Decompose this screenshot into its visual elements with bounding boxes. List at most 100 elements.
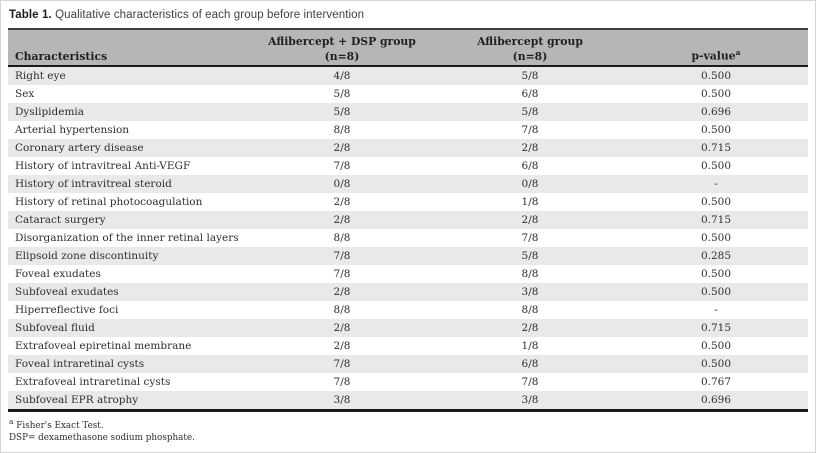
table-row: Right eye 4/8 5/8 0.500 — [8, 66, 808, 85]
group1-value-cell: 8/8 — [333, 232, 351, 244]
group2-value-cell: 7/8 — [521, 232, 539, 244]
group1-value-cell: 5/8 — [333, 106, 351, 118]
characteristic-cell: Extrafoveal intraretinal cysts — [15, 376, 171, 388]
characteristic-cell: Subfoveal fluid — [15, 322, 95, 334]
pvalue-cell: 0.715 — [700, 214, 732, 226]
group2-value-cell: 5/8 — [521, 250, 539, 262]
table-caption-label: Table 1. — [9, 9, 52, 21]
group1-value-cell: 2/8 — [333, 286, 351, 298]
header-sub-row: Characteristics (n=8) (n=8) p-valuea — [8, 48, 808, 67]
characteristics-table: Aflibercept + DSP group Aflibercept grou… — [8, 28, 808, 412]
pvalue-cell: 0.715 — [700, 322, 732, 334]
group2-value-cell: 1/8 — [521, 196, 539, 208]
group2-value-cell: 2/8 — [521, 214, 539, 226]
pvalue-superscript: a — [735, 48, 741, 58]
pvalue-cell: 0.500 — [700, 124, 732, 136]
table-row: History of intravitreal Anti-VEGF 7/8 6/8 0… — [8, 157, 808, 175]
group1-value-cell: 8/8 — [333, 304, 351, 316]
table-row: Coronary artery disease 2/8 2/8 0.715 — [8, 139, 808, 157]
pvalue-cell: 0.696 — [700, 106, 732, 118]
table-row: History of intravitreal steroid 0/8 0/8 - — [8, 175, 808, 193]
characteristic-cell: Hiperreflective foci — [15, 304, 119, 316]
pvalue-cell: 0.767 — [700, 376, 732, 388]
group2-value-cell: 7/8 — [521, 124, 539, 136]
table-row: Foveal intraretinal cysts 7/8 6/8 0.500 — [8, 355, 808, 373]
group2-value-cell: 7/8 — [521, 376, 539, 388]
pvalue-cell: 0.715 — [700, 142, 732, 154]
header-group-row: Aflibercept + DSP group Aflibercept grou… — [8, 28, 808, 48]
header-pvalue: p-valuea — [624, 48, 808, 67]
characteristic-cell: History of intravitreal Anti-VEGF — [15, 160, 191, 172]
pvalue-cell: 0.500 — [700, 268, 732, 280]
header-group2-n: (n=8) — [436, 48, 624, 67]
group2-value-cell: 3/8 — [521, 286, 539, 298]
characteristic-cell: Elipsoid zone discontinuity — [15, 250, 159, 262]
characteristic-cell: Coronary artery disease — [15, 142, 144, 154]
characteristic-cell: Subfoveal exudates — [15, 286, 119, 298]
table-row: History of retinal photocoagulation 2/8 1/… — [8, 193, 808, 211]
characteristic-cell: Disorganization of the inner retinal lay… — [15, 232, 239, 244]
table-row: Dyslipidemia 5/8 5/8 0.696 — [8, 103, 808, 121]
group1-value-cell: 7/8 — [333, 358, 351, 370]
pvalue-cell: 0.500 — [700, 160, 732, 172]
table-row: Subfoveal fluid 2/8 2/8 0.715 — [8, 319, 808, 337]
group2-value-cell: 6/8 — [521, 358, 539, 370]
pvalue-cell: 0.500 — [700, 286, 732, 298]
header-spacer-right — [624, 28, 808, 48]
header-group1-n: (n=8) — [248, 48, 436, 67]
group1-value-cell: 7/8 — [333, 160, 351, 172]
characteristic-cell: Extrafoveal epiretinal membrane — [15, 340, 192, 352]
header-group2: Aflibercept group — [436, 28, 624, 48]
group1-value-cell: 7/8 — [333, 376, 351, 388]
group1-value-cell: 2/8 — [333, 142, 351, 154]
group1-value-cell: 7/8 — [333, 268, 351, 280]
pvalue-cell: 0.500 — [700, 70, 732, 82]
pvalue-cell: 0.285 — [700, 250, 732, 262]
characteristic-cell: Right eye — [15, 70, 66, 82]
table-row: Subfoveal exudates 2/8 3/8 0.500 — [8, 283, 808, 301]
group2-value-cell: 6/8 — [521, 88, 539, 100]
table-row: Extrafoveal epiretinal membrane 2/8 1/8 0.5… — [8, 337, 808, 355]
characteristic-cell: History of intravitreal steroid — [15, 178, 172, 190]
table-row: Hiperreflective foci 8/8 8/8 - — [8, 301, 808, 319]
pvalue-cell: 0.500 — [700, 358, 732, 370]
characteristic-cell: Arterial hypertension — [15, 124, 130, 136]
table-header: Aflibercept + DSP group Aflibercept grou… — [8, 28, 808, 67]
group2-value-cell: 1/8 — [521, 340, 539, 352]
table-row: Disorganization of the inner retinal lay… — [8, 229, 808, 247]
table-row: Elipsoid zone discontinuity 7/8 5/8 0.285 — [8, 247, 808, 265]
group1-value-cell: 0/8 — [333, 178, 351, 190]
characteristic-cell: Subfoveal EPR atrophy — [8, 391, 248, 412]
group1-value-cell: 2/8 — [333, 196, 351, 208]
pvalue-label: p-value — [691, 50, 736, 63]
header-spacer-left — [8, 28, 248, 48]
group2-value-cell: 2/8 — [521, 322, 539, 334]
header-group1: Aflibercept + DSP group — [248, 28, 436, 48]
group1-value-cell: 5/8 — [333, 88, 351, 100]
pvalue-cell: - — [714, 304, 718, 316]
footnote-fisher-text: Fisher's Exact Test. — [16, 420, 104, 431]
footnote-fisher-superscript: a — [9, 417, 14, 426]
group2-value-cell: 5/8 — [521, 106, 539, 118]
characteristic-cell: Dyslipidemia — [15, 106, 85, 118]
footnotes: a Fisher's Exact Test. DSP= dexamethason… — [9, 416, 808, 445]
table-caption: Table 1. Qualitative characteristics of … — [9, 9, 808, 21]
pvalue-cell: 0.500 — [700, 340, 732, 352]
characteristic-cell: Foveal exudates — [15, 268, 101, 280]
table-row: Sex 5/8 6/8 0.500 — [8, 85, 808, 103]
group2-value-cell: 3/8 — [436, 391, 624, 412]
pvalue-cell: - — [714, 178, 718, 190]
table-row: Cataract surgery 2/8 2/8 0.715 — [8, 211, 808, 229]
group1-value-cell: 7/8 — [333, 250, 351, 262]
group2-value-cell: 8/8 — [521, 304, 539, 316]
pvalue-cell: 0.500 — [700, 88, 732, 100]
group1-value-cell: 8/8 — [333, 124, 351, 136]
header-characteristics: Characteristics — [8, 48, 248, 67]
characteristic-cell: Sex — [15, 88, 35, 100]
group1-value-cell: 2/8 — [333, 340, 351, 352]
table-row: Extrafoveal intraretinal cysts 7/8 7/8 0.76… — [8, 373, 808, 391]
group1-value-cell: 4/8 — [333, 70, 351, 82]
group1-value-cell: 3/8 — [248, 391, 436, 412]
group2-value-cell: 0/8 — [521, 178, 539, 190]
